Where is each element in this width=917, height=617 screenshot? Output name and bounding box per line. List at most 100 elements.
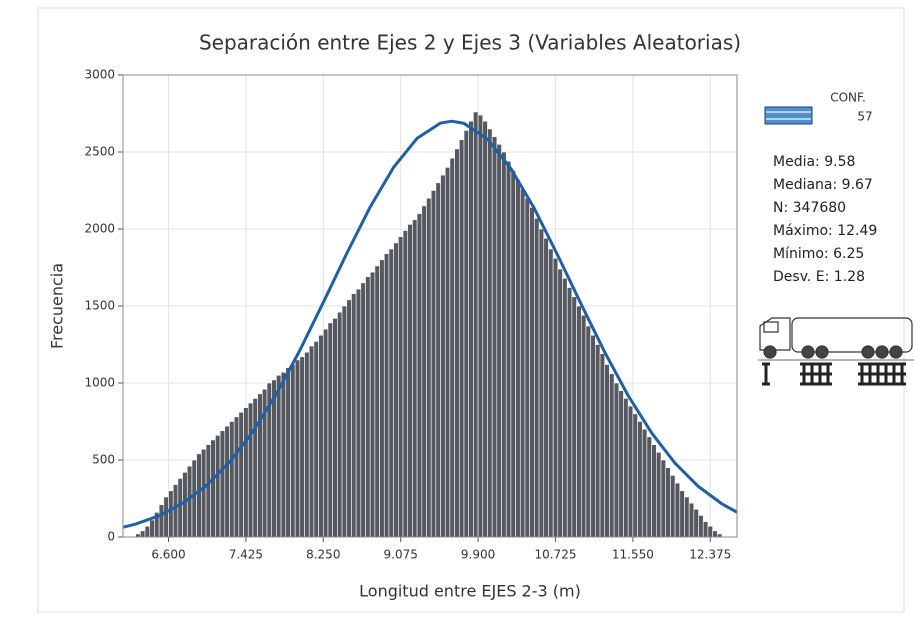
y-tick-label: 1500 (84, 299, 115, 313)
x-tick-label: 9.075 (384, 548, 418, 562)
bar (224, 425, 230, 538)
bar (318, 334, 324, 538)
bar (482, 120, 488, 538)
bar (440, 174, 446, 538)
bar (534, 217, 540, 538)
y-tick-label: 0 (107, 530, 115, 544)
bar (177, 478, 183, 538)
bar (449, 157, 455, 538)
bar (632, 413, 638, 538)
x-tick-label: 8.250 (306, 548, 340, 562)
bar (459, 139, 465, 538)
bar (337, 311, 343, 538)
bar (158, 504, 165, 538)
x-tick-label: 12.375 (689, 548, 731, 562)
bar (543, 237, 549, 538)
bar (355, 288, 362, 538)
bar (641, 428, 648, 538)
x-tick-label: 6.600 (151, 548, 185, 562)
bar (351, 293, 357, 538)
bar (383, 253, 390, 538)
fit-curve (123, 119, 738, 529)
bar (590, 334, 596, 538)
bar (599, 353, 606, 538)
bar (346, 299, 352, 538)
bar (196, 453, 202, 538)
plot-border (122, 74, 738, 538)
stat-text: Máximo: 12.49 (773, 223, 877, 239)
bar (374, 265, 380, 538)
bar (247, 402, 254, 538)
bar (674, 482, 681, 538)
bar (580, 314, 587, 538)
y-tick-label: 500 (92, 453, 115, 467)
bar (670, 475, 676, 538)
bar (595, 344, 601, 538)
legend-label: 57 (857, 110, 872, 124)
bar (566, 287, 573, 538)
bar (229, 421, 235, 538)
bar (679, 490, 685, 538)
bar (280, 371, 287, 538)
bar (515, 179, 521, 538)
bar (168, 490, 174, 538)
bar (163, 496, 169, 538)
bar (365, 276, 371, 538)
bar (271, 379, 277, 538)
bar (496, 144, 502, 538)
bar (651, 444, 657, 538)
bar (524, 197, 530, 538)
bar (576, 305, 582, 538)
bar (707, 525, 713, 538)
bar (444, 167, 451, 538)
bar (637, 421, 643, 538)
bar (660, 459, 667, 538)
bar (140, 530, 146, 538)
bar (191, 459, 197, 538)
bar (327, 322, 333, 538)
bar (698, 515, 704, 538)
bar (702, 521, 709, 538)
y-axis-label: Frecuencia (48, 263, 67, 349)
bar (604, 364, 610, 538)
bar (421, 205, 427, 538)
x-tick-label: 11.550 (612, 548, 654, 562)
bar (412, 219, 418, 538)
bar (538, 228, 545, 538)
bar (210, 439, 216, 538)
stat-text: Desv. E: 1.28 (773, 269, 865, 285)
bar (402, 230, 409, 538)
bar (627, 405, 634, 538)
bar (477, 114, 484, 538)
stat-text: Media: 9.58 (773, 154, 855, 170)
bar (290, 364, 296, 538)
bar (294, 359, 301, 538)
bar (219, 430, 226, 538)
bar (360, 282, 366, 538)
bar (182, 472, 188, 538)
bar (201, 448, 207, 538)
x-tick-label: 9.900 (461, 548, 495, 562)
bar (430, 190, 437, 538)
bar (646, 436, 652, 538)
bar (304, 351, 310, 538)
bar (618, 390, 624, 538)
bar (473, 111, 479, 538)
bar (552, 257, 559, 538)
bar (238, 411, 244, 538)
bar (322, 328, 329, 538)
y-tick-label: 2000 (84, 222, 115, 236)
stat-text: N: 347680 (773, 200, 846, 216)
bar (557, 268, 563, 538)
bar (609, 373, 615, 538)
bar (501, 151, 507, 538)
bar (233, 416, 240, 538)
bar (491, 136, 498, 538)
bar (519, 188, 526, 538)
bar (562, 277, 568, 538)
bar (571, 296, 577, 538)
bar (454, 148, 460, 538)
legend-title: CONF. (830, 91, 866, 105)
bar (313, 341, 319, 538)
